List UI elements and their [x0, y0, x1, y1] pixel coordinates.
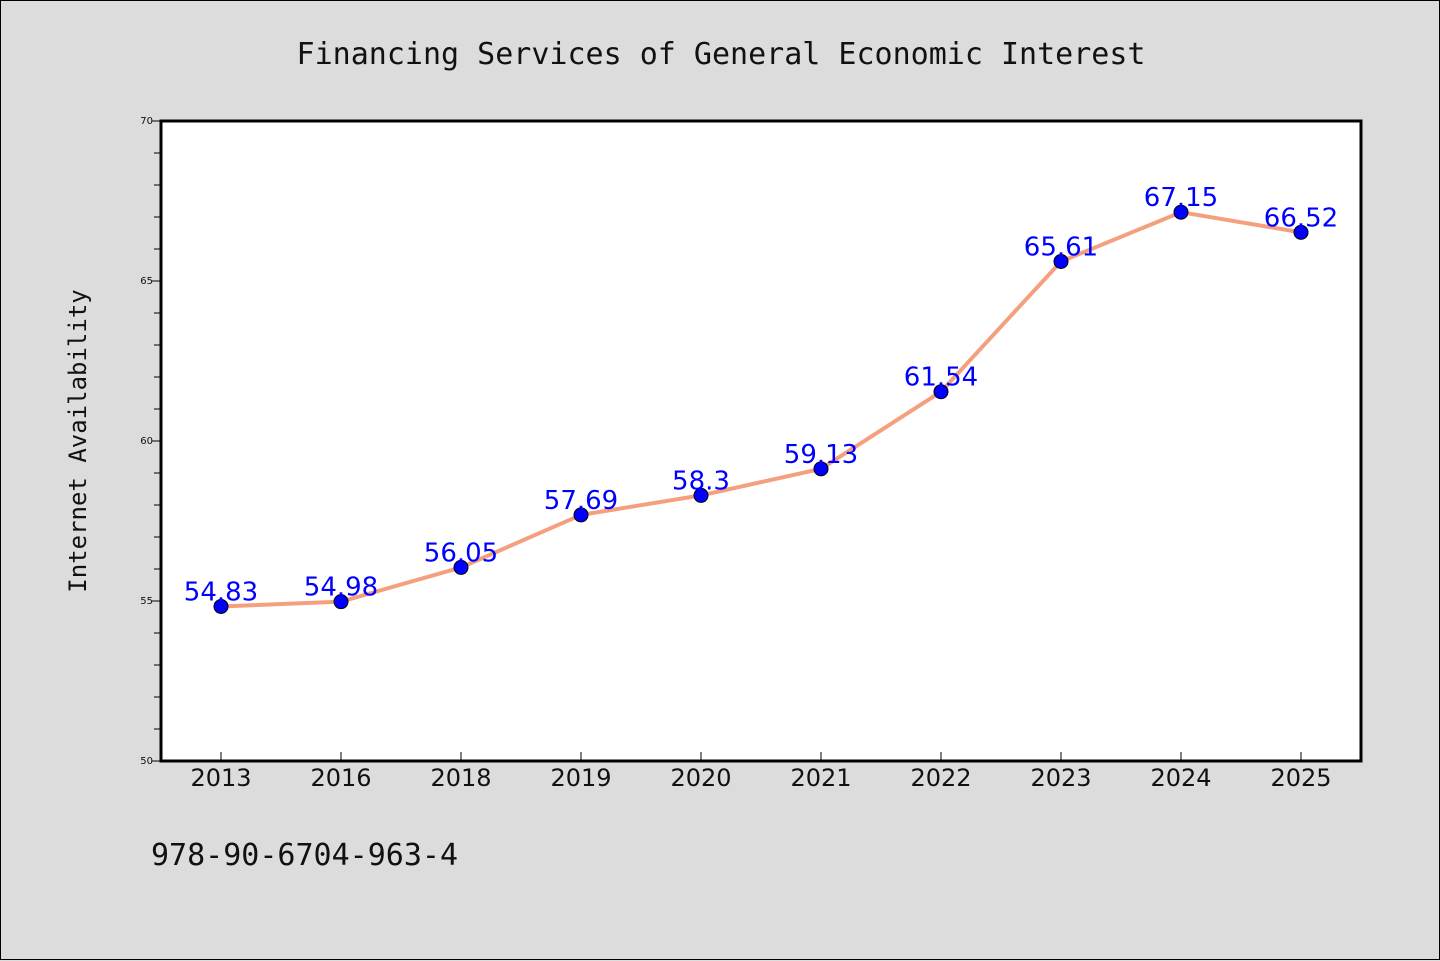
x-tick-label: 2020	[670, 764, 731, 792]
x-axis: 2013 2016 2018 2019 2020 2021 2022 2023 2024 2025	[190, 752, 1332, 792]
y-axis-label: Internet Availability	[64, 289, 92, 592]
x-tick-label: 2024	[1150, 764, 1211, 792]
data-label: 54.98	[304, 573, 378, 603]
data-label: 65.61	[1024, 232, 1098, 262]
data-point	[1293, 224, 1309, 240]
data-point	[693, 487, 709, 503]
data-point	[1173, 204, 1189, 220]
y-axis: 50 55 60 65 70	[140, 116, 161, 767]
x-tick-label: 2016	[310, 764, 371, 792]
data-label: 66.52	[1264, 203, 1338, 233]
x-tick-label: 2021	[790, 764, 851, 792]
x-tick-label: 2023	[1030, 764, 1091, 792]
x-tick-label: 2018	[430, 764, 491, 792]
data-point	[573, 507, 589, 523]
data-point	[813, 461, 829, 477]
series-line	[219, 210, 1303, 609]
x-tick-label: 2025	[1270, 764, 1331, 792]
data-label: 56.05	[424, 538, 498, 568]
chart-title: Financing Services of General Economic I…	[297, 37, 1146, 72]
plot-area	[159, 119, 1363, 763]
data-label: 54.83	[184, 577, 258, 607]
y-tick-label: 65	[140, 276, 153, 287]
y-tick-label: 50	[140, 756, 153, 767]
data-point	[333, 594, 349, 610]
y-tick-label: 60	[140, 436, 153, 447]
data-label: 61.54	[904, 363, 978, 393]
data-point	[213, 598, 229, 614]
data-point	[933, 384, 949, 400]
x-tick-label: 2013	[190, 764, 251, 792]
x-tick-label: 2019	[550, 764, 611, 792]
data-point	[453, 559, 469, 575]
annotation-text: 978-90-6704-963-4	[151, 838, 458, 873]
series-group: 54.83 54.98 56.05 57.69 58.3 59.13 61.54 65.61 6…	[184, 183, 1338, 614]
data-label: 59.13	[784, 440, 858, 470]
x-tick-label: 2022	[910, 764, 971, 792]
data-label: 58.3	[672, 466, 730, 496]
data-point	[1053, 253, 1069, 269]
y-tick-label: 55	[140, 596, 153, 607]
data-label: 67.15	[1144, 183, 1218, 213]
data-label: 57.69	[544, 486, 618, 516]
y-tick-label: 70	[140, 116, 153, 127]
